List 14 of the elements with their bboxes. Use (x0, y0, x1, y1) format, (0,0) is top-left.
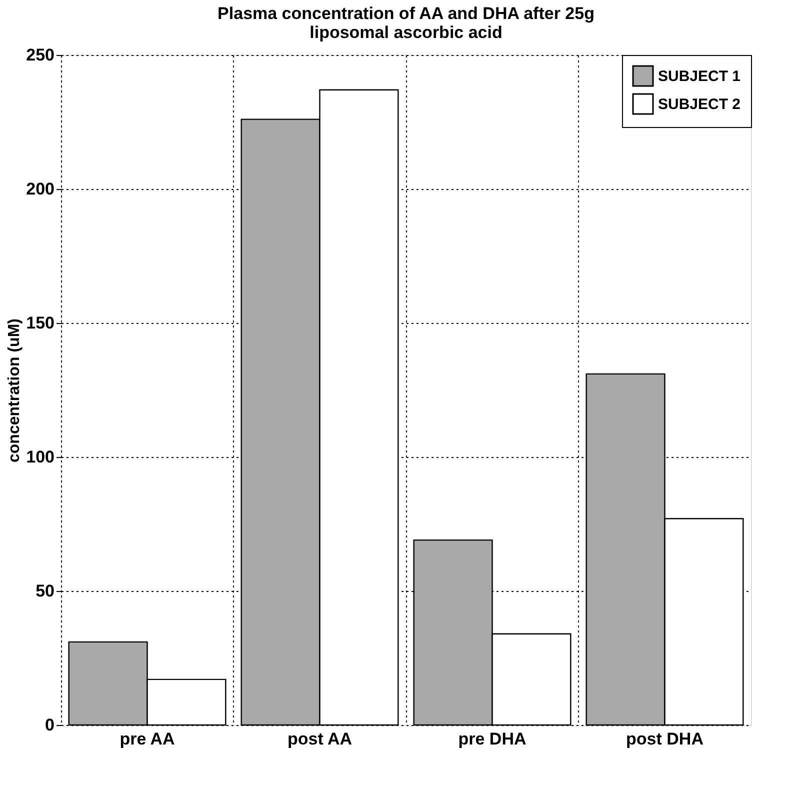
y-tick-label: 50 (36, 582, 54, 600)
chart-title: Plasma concentration of AA and DHA after 25g liposomal ascorbic acid (218, 4, 594, 42)
y-tick-label: 250 (26, 46, 54, 64)
y-tick-label: 0 (45, 716, 54, 734)
legend-label: SUBJECT 2 (658, 96, 741, 113)
y-tick-label: 200 (26, 180, 54, 198)
x-tick-label: pre AA (120, 730, 175, 748)
x-tick-label: post AA (287, 730, 352, 748)
y-tick-label: 150 (26, 314, 54, 332)
x-tick-label: post DHA (626, 730, 704, 748)
x-tick-label: pre DHA (458, 730, 526, 748)
legend-label: SUBJECT 1 (658, 68, 741, 85)
y-tick-label: 100 (26, 448, 54, 466)
y-axis-title: concentration (uM) (6, 318, 24, 462)
